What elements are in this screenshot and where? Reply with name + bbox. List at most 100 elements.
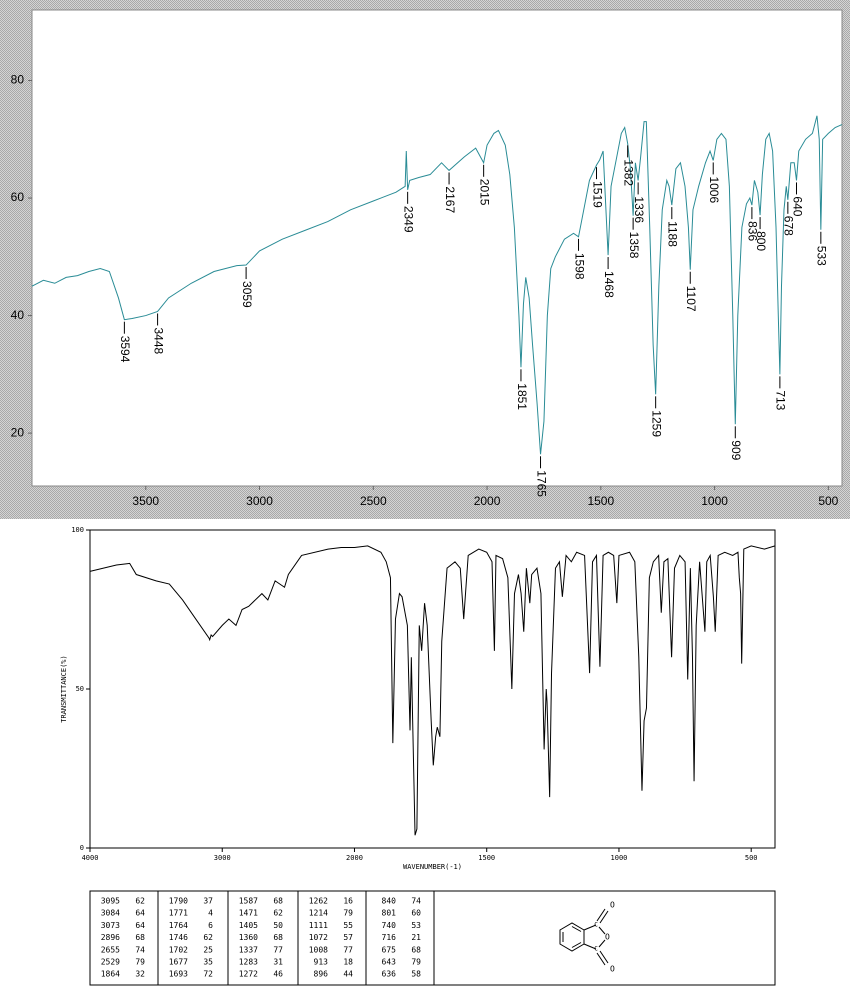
table-wavenumber: 1272 <box>239 970 258 979</box>
table-wavenumber: 1693 <box>169 970 188 979</box>
peak-label: 836 <box>746 221 760 241</box>
x-tick-label: 3000 <box>214 854 231 862</box>
table-wavenumber: 1702 <box>169 945 188 954</box>
peak-label: 1851 <box>515 383 529 410</box>
peak-label: 2349 <box>401 206 415 233</box>
x-axis-label: WAVENUMBER(-1) <box>403 863 462 871</box>
bond <box>599 910 609 924</box>
peak-label: 1598 <box>572 253 586 280</box>
table-transmittance: 37 <box>203 897 213 906</box>
table-transmittance: 58 <box>411 970 421 979</box>
peak-label: 1006 <box>707 176 721 203</box>
atom-label: O <box>605 933 610 942</box>
y-tick-label: 100 <box>71 526 84 534</box>
peak-label: 678 <box>782 216 796 236</box>
table-transmittance: 16 <box>343 897 353 906</box>
table-transmittance: 46 <box>273 970 283 979</box>
table-transmittance: 50 <box>273 921 283 930</box>
table-wavenumber: 1864 <box>101 970 120 979</box>
table-transmittance: 68 <box>411 945 421 954</box>
table-transmittance: 55 <box>343 921 353 930</box>
table-transmittance: 21 <box>411 933 421 942</box>
table-wavenumber: 675 <box>382 945 397 954</box>
peak-label: 1382 <box>621 159 635 186</box>
peak-label: 3448 <box>151 327 165 354</box>
table-wavenumber: 1677 <box>169 958 188 967</box>
x-tick-label: 4000 <box>82 854 99 862</box>
table-transmittance: 74 <box>411 897 421 906</box>
peak-label: 1259 <box>649 410 663 437</box>
table-wavenumber: 1111 <box>309 921 328 930</box>
bond <box>571 926 582 932</box>
x-tick-label: 1000 <box>611 854 628 862</box>
table-wavenumber: 1790 <box>169 897 188 906</box>
table-wavenumber: 2896 <box>101 933 120 942</box>
peak-label: 1188 <box>666 221 680 247</box>
bond <box>599 950 609 964</box>
peak-label: 3594 <box>118 336 132 363</box>
y-tick-label: 20 <box>11 425 25 439</box>
table-transmittance: 62 <box>135 897 145 906</box>
y-tick-label: 80 <box>11 73 25 87</box>
table-wavenumber: 1072 <box>309 933 328 942</box>
table-wavenumber: 716 <box>382 933 397 942</box>
x-tick-label: 3500 <box>132 494 159 508</box>
peak-label: 1468 <box>602 271 616 298</box>
table-transmittance: 77 <box>273 945 283 954</box>
table-transmittance: 64 <box>135 909 145 918</box>
table-wavenumber: 840 <box>382 897 397 906</box>
x-tick-label: 500 <box>745 854 758 862</box>
atom-label: C <box>594 922 598 929</box>
table-wavenumber: 896 <box>314 970 329 979</box>
table-transmittance: 6 <box>208 921 213 930</box>
table-wavenumber: 1262 <box>309 897 328 906</box>
table-transmittance: 79 <box>135 958 145 967</box>
x-tick-label: 1500 <box>587 494 614 508</box>
table-transmittance: 79 <box>343 909 353 918</box>
y-tick-label: 0 <box>80 844 84 852</box>
x-tick-label: 2500 <box>360 494 387 508</box>
table-transmittance: 62 <box>273 909 283 918</box>
table-transmittance: 68 <box>273 897 283 906</box>
table-wavenumber: 3073 <box>101 921 120 930</box>
peak-label: 909 <box>729 440 743 460</box>
spectrum-line <box>31 115 843 455</box>
x-tick-label: 1000 <box>701 494 728 508</box>
atom-label: O <box>610 965 615 974</box>
table-wavenumber: 1360 <box>239 933 258 942</box>
peak-label: 533 <box>815 246 829 266</box>
table-transmittance: 31 <box>273 958 283 967</box>
table-wavenumber: 1008 <box>309 945 328 954</box>
table-transmittance: 35 <box>203 958 213 967</box>
table-wavenumber: 1337 <box>239 945 258 954</box>
table-transmittance: 25 <box>203 945 213 954</box>
table-transmittance: 53 <box>411 921 421 930</box>
peak-label: 2167 <box>443 186 457 213</box>
table-wavenumber: 1214 <box>309 909 328 918</box>
bond <box>598 939 606 948</box>
molecule <box>559 908 609 966</box>
benzene-ring <box>559 922 585 952</box>
table-wavenumber: 913 <box>314 958 329 967</box>
bottom-plot-area <box>89 529 776 849</box>
bond <box>583 943 597 950</box>
table-transmittance: 68 <box>273 933 283 942</box>
y-tick-label: 60 <box>11 190 25 204</box>
peak-label: 1765 <box>534 470 548 497</box>
peak-label: 1358 <box>627 232 641 259</box>
peak-label: 800 <box>754 231 768 251</box>
peak-label: 640 <box>790 196 804 216</box>
y-axis-label: TRANSMITTANCE(%) <box>60 655 68 722</box>
y-tick-label: 50 <box>76 685 84 693</box>
table-transmittance: 72 <box>203 970 213 979</box>
peak-label: 2015 <box>477 179 491 206</box>
table-wavenumber: 3084 <box>101 909 120 918</box>
table-transmittance: 62 <box>203 933 213 942</box>
x-tick-label: 1500 <box>478 854 495 862</box>
bond <box>596 952 606 966</box>
peak-label: 3059 <box>240 281 254 308</box>
atom-label: O <box>610 901 615 910</box>
table-wavenumber: 636 <box>382 970 397 979</box>
x-tick-label: 2000 <box>474 494 501 508</box>
peak-label: 1107 <box>684 286 698 312</box>
